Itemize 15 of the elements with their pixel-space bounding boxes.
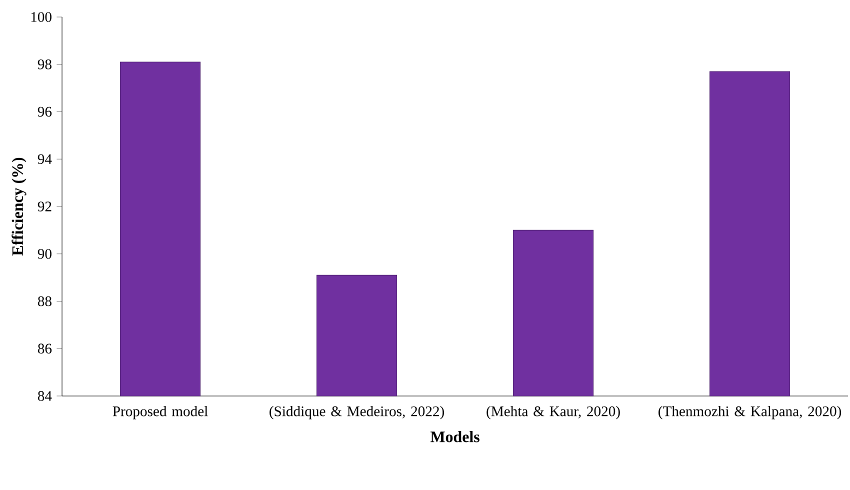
y-tick-label: 94 bbox=[38, 154, 52, 164]
x-axis-title: Models bbox=[430, 431, 480, 442]
x-tick-label: (Mehta & Kaur, 2020) bbox=[486, 406, 620, 420]
y-tick-label: 88 bbox=[38, 296, 52, 306]
x-tick-label: (Thenmozhi & Kalpana, 2020) bbox=[658, 406, 842, 420]
y-tick-label: 90 bbox=[38, 248, 52, 259]
y-tick-label: 98 bbox=[38, 59, 52, 70]
y-axis-title: Efficiency (%) bbox=[12, 158, 26, 256]
x-tick-label: Proposed model bbox=[112, 406, 208, 420]
y-tick-label: 84 bbox=[38, 391, 52, 401]
y-tick-label: 96 bbox=[38, 106, 52, 117]
y-tick-label: 100 bbox=[31, 12, 52, 22]
x-tick-label: (Siddique & Medeiros, 2022) bbox=[270, 406, 444, 420]
y-tick-label: 86 bbox=[38, 344, 52, 354]
y-tick-label: 92 bbox=[38, 202, 52, 212]
